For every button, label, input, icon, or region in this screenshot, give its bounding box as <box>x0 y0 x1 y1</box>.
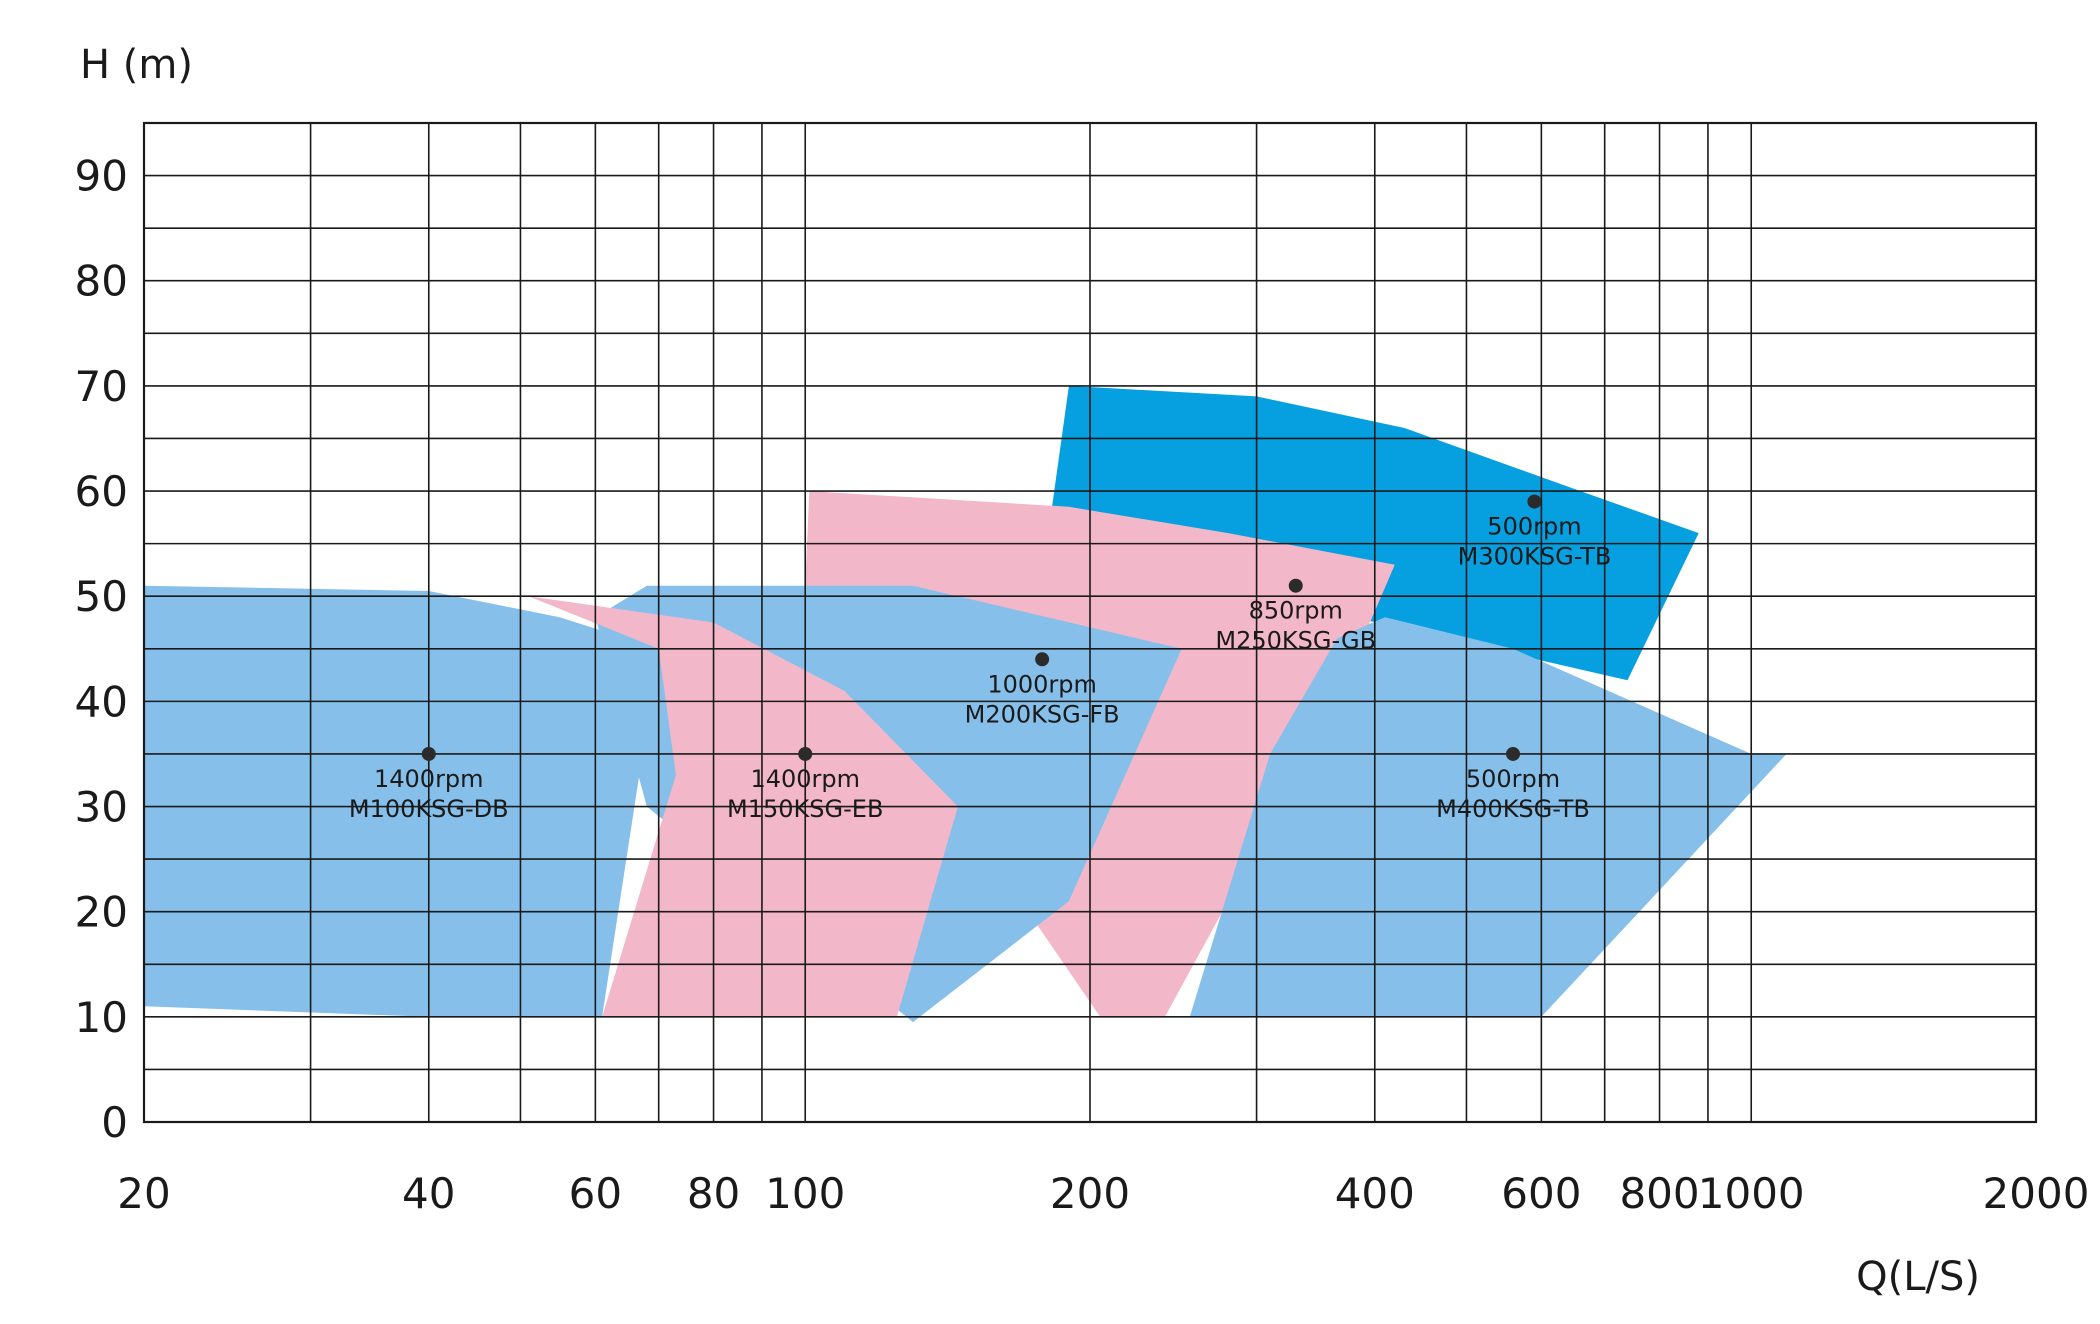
region-model-label: M250KSG-GB <box>1215 627 1376 655</box>
region-speed-label: 500rpm <box>1487 513 1581 541</box>
operating-point-m100ksg-db <box>421 746 436 761</box>
region-speed-label: 1400rpm <box>750 765 860 793</box>
region-speed-label: 1400rpm <box>374 765 484 793</box>
x-tick-label: 2000 <box>1983 1169 2090 1218</box>
x-tick-label: 800 <box>1619 1169 1699 1218</box>
region-speed-label: 500rpm <box>1466 765 1560 793</box>
x-axis-title: Q(L/S) <box>1856 1254 1980 1300</box>
y-tick-label: 30 <box>75 783 128 832</box>
y-tick-label: 10 <box>75 993 128 1042</box>
y-tick-label: 0 <box>101 1098 128 1147</box>
plot-frame <box>142 121 2038 1124</box>
region-model-label: M300KSG-TB <box>1458 543 1612 571</box>
region-model-label: M100KSG-DB <box>349 795 509 823</box>
y-tick-label: 50 <box>75 572 128 621</box>
region-m100ksg-db <box>144 585 659 1017</box>
y-tick-label: 80 <box>75 257 128 306</box>
y-tick-label: 40 <box>75 677 128 726</box>
x-tick-label: 100 <box>765 1169 845 1218</box>
y-axis-title: H (m) <box>80 42 193 88</box>
x-tick-label: 600 <box>1501 1169 1581 1218</box>
operating-point-m400ksg-tb <box>1506 746 1521 761</box>
operating-point-m150ksg-eb <box>798 746 813 761</box>
operating-point-m200ksg-fb <box>1035 652 1050 667</box>
y-tick-label: 60 <box>75 467 128 516</box>
x-tick-label: 20 <box>117 1169 170 1218</box>
region-speed-label: 1000rpm <box>987 670 1097 698</box>
region-m400ksg-tb <box>1189 617 1787 1017</box>
region-labels: 500rpmM300KSG-TB850rpmM250KSG-GB500rpmM4… <box>349 513 1611 823</box>
region-model-label: M200KSG-FB <box>965 700 1120 728</box>
operating-points <box>421 494 1542 761</box>
x-tick-label: 60 <box>569 1169 622 1218</box>
y-tick-label: 70 <box>75 362 128 411</box>
x-tick-label: 400 <box>1335 1169 1415 1218</box>
y-tick-label: 20 <box>75 888 128 937</box>
operating-point-m300ksg-tb <box>1527 494 1542 509</box>
region-model-label: M400KSG-TB <box>1436 795 1590 823</box>
x-tick-label: 200 <box>1050 1169 1130 1218</box>
x-tick-label: 40 <box>402 1169 455 1218</box>
chart-grid <box>142 121 2038 1124</box>
y-tick-label: 90 <box>75 152 128 201</box>
region-speed-label: 850rpm <box>1249 597 1343 625</box>
x-tick-label: 80 <box>687 1169 740 1218</box>
x-tick-label: 1000 <box>1698 1169 1805 1218</box>
operating-point-m250ksg-gb <box>1288 578 1303 593</box>
region-model-label: M150KSG-EB <box>727 795 883 823</box>
